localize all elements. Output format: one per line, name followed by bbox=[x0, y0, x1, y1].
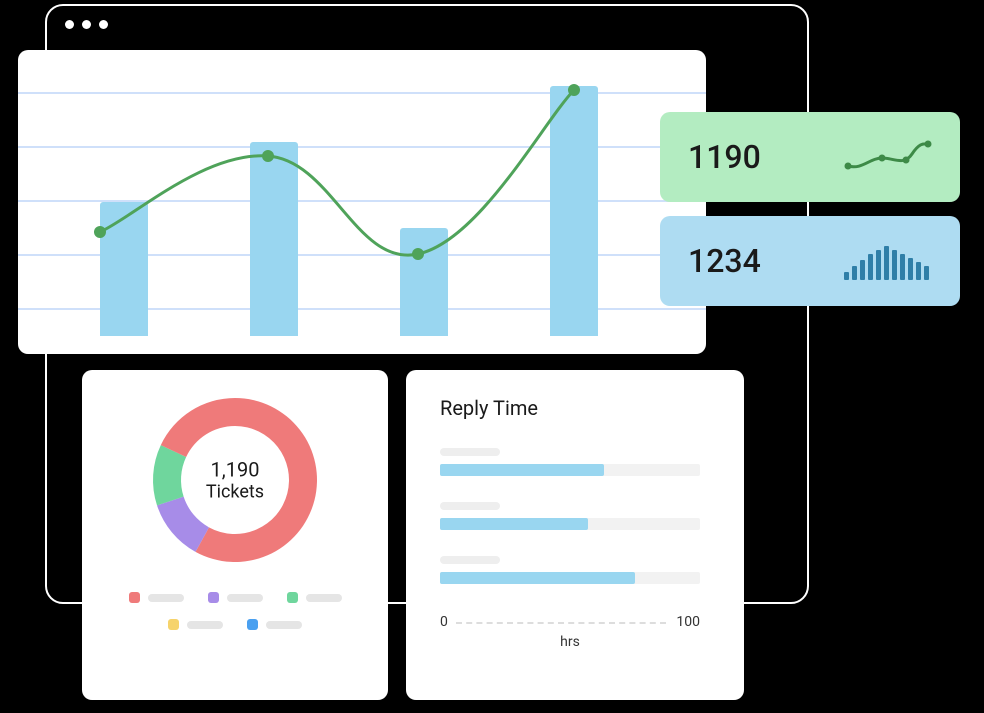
trend-line bbox=[18, 68, 706, 336]
legend-item bbox=[287, 592, 342, 603]
legend-label-placeholder bbox=[187, 621, 223, 629]
legend-label-placeholder bbox=[306, 594, 342, 602]
legend-item bbox=[129, 592, 184, 603]
donut-legend bbox=[82, 592, 388, 630]
sparkline-icon bbox=[842, 136, 932, 178]
row-label-placeholder bbox=[440, 556, 500, 564]
reply-bar-fill bbox=[440, 464, 604, 476]
axis-unit: hrs bbox=[560, 634, 580, 650]
reply-time-axis: 0 100 hrs bbox=[440, 610, 700, 650]
legend-swatch bbox=[287, 592, 298, 603]
reply-time-row bbox=[440, 502, 710, 530]
legend-item bbox=[208, 592, 263, 603]
axis-dashed-line bbox=[456, 622, 666, 624]
axis-tick-min: 0 bbox=[440, 614, 448, 630]
reply-time-panel: Reply Time 0 100 hrs bbox=[406, 370, 744, 700]
legend-item bbox=[168, 619, 223, 630]
row-label-placeholder bbox=[440, 502, 500, 510]
trend-chart-area bbox=[18, 68, 706, 336]
tickets-donut-panel: 1,190 Tickets bbox=[82, 370, 388, 700]
reply-time-title: Reply Time bbox=[440, 396, 710, 420]
row-label-placeholder bbox=[440, 448, 500, 456]
legend-swatch bbox=[247, 619, 258, 630]
trend-chart-panel bbox=[18, 50, 706, 354]
reply-bar-fill bbox=[440, 518, 588, 530]
legend-label-placeholder bbox=[148, 594, 184, 602]
metric-card-line: 1190 bbox=[660, 112, 960, 202]
legend-label-placeholder bbox=[227, 594, 263, 602]
window-dot-icon bbox=[65, 20, 74, 29]
metric-card-bars: 1234 bbox=[660, 216, 960, 306]
sparkbars-icon bbox=[842, 240, 932, 282]
window-controls bbox=[65, 20, 108, 29]
legend-swatch bbox=[208, 592, 219, 603]
window-dot-icon bbox=[99, 20, 108, 29]
reply-bar-track bbox=[440, 518, 700, 530]
window-dot-icon bbox=[82, 20, 91, 29]
reply-bar-track bbox=[440, 572, 700, 584]
metric-value: 1190 bbox=[688, 138, 761, 176]
legend-item bbox=[247, 619, 302, 630]
legend-label-placeholder bbox=[266, 621, 302, 629]
reply-bar-fill bbox=[440, 572, 635, 584]
legend-swatch bbox=[168, 619, 179, 630]
donut-value: 1,190 bbox=[206, 458, 264, 482]
donut-label: Tickets bbox=[206, 482, 264, 503]
axis-tick-max: 100 bbox=[676, 614, 700, 630]
legend-swatch bbox=[129, 592, 140, 603]
donut-center: 1,190 Tickets bbox=[206, 458, 264, 503]
reply-bar-track bbox=[440, 464, 700, 476]
reply-time-row bbox=[440, 448, 710, 476]
metric-value: 1234 bbox=[688, 242, 761, 280]
donut-chart: 1,190 Tickets bbox=[145, 390, 325, 570]
reply-time-row bbox=[440, 556, 710, 584]
